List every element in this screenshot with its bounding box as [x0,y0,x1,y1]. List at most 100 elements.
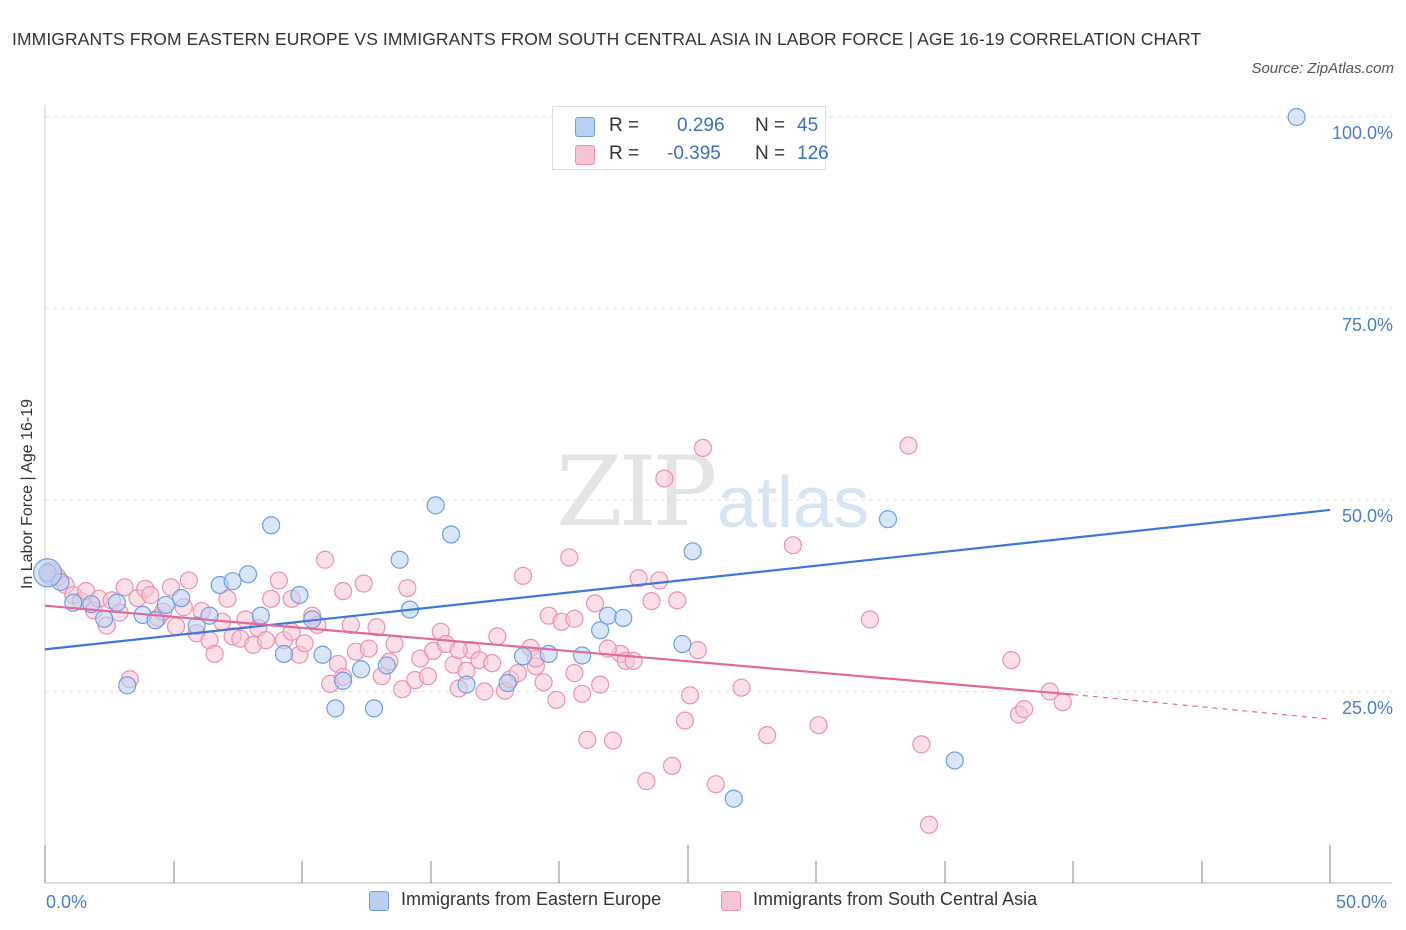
scatter-point [251,606,270,625]
scatter-point [591,675,610,694]
source-label: Source: ZipAtlas.com [1251,60,1394,77]
scatter-point [334,671,353,690]
scatter-point [688,641,707,660]
trend-line-eastern-europe [44,508,1331,651]
scatter-point [223,572,242,591]
scatter-point [706,775,725,794]
scatter-point [262,516,281,535]
scatter-point [107,593,127,612]
chart-title: IMMIGRANTS FROM EASTERN EUROPE VS IMMIGR… [12,29,1202,49]
scatter-point [475,682,494,701]
scatter-point [385,634,404,654]
legend-n-label: N = [755,143,786,164]
scatter-point [352,660,371,679]
scatter-point [367,618,386,637]
scatter-point [614,608,633,628]
scatter-point [205,644,224,664]
legend-r-label: R = [609,115,640,136]
scatter-point [758,726,777,745]
scatter-point [256,631,276,650]
legend-r-value: -0.395 [667,143,721,164]
scatter-point [449,641,468,660]
scatter-point [591,621,610,640]
legend-swatch-blue [369,891,389,911]
scatter-point [393,680,412,699]
scatter-point [629,569,648,588]
scatter-point [172,588,191,608]
legend-n-label: N = [755,115,786,136]
scatter-point [655,469,674,488]
scatter-point [650,571,669,590]
scatter-point [1053,693,1072,712]
scatter-point [290,585,309,605]
scatter-point [878,510,898,529]
legend-r-value: 0.296 [677,115,725,136]
scatter-point [675,711,695,730]
scatter-point [945,751,964,770]
scatter-point [912,735,931,754]
trend-line-south-central-asia [44,604,1074,696]
scatter-point [95,609,114,628]
gridlines [45,116,1392,692]
scatter-point [565,609,584,628]
trend-line-south-central-asia-extension [1072,693,1331,720]
scatter-point [238,565,258,584]
y-tick-label: 75.0% [1341,314,1393,335]
scatter-point [573,684,592,703]
scatter-point [668,591,687,610]
y-axis-label: In Labor Force | Age 16-19 [19,398,36,590]
scatter-point [642,592,661,611]
scatter-point [115,578,134,597]
series-name-south-central-asia: Immigrants from South Central Asia [753,889,1038,909]
scatter-point [488,627,507,646]
y-tick-label: 100.0% [1331,123,1393,143]
scatter-point [118,676,137,695]
legend-n-value: 126 [797,143,829,164]
scatter-point [598,639,617,658]
scatter-point [262,589,281,608]
scatter-point [390,550,409,569]
scatter-point [313,645,332,664]
scatter-point [899,436,918,455]
scatter-point [166,617,186,636]
scatter-point [724,789,743,808]
scatter-point [783,536,802,555]
scatter-point [141,585,160,605]
series-name-eastern-europe: Immigrants from Eastern Europe [401,889,662,909]
scatter-point [269,571,288,590]
scatter-point [1287,107,1306,127]
scatter-point [560,548,579,567]
scatter-point [673,634,692,654]
scatter-point [680,686,700,705]
scatter-point [578,730,597,749]
x-tick-label-min: 0.0% [46,892,88,912]
watermark-atlas: atlas [717,463,869,543]
scatter-point [218,589,237,608]
legend-swatch-pink [575,145,595,165]
scatter-point [364,699,384,718]
scatter-point [693,438,713,458]
scatter-point [398,578,417,598]
scatter-point [316,550,335,569]
scatter-point [919,815,939,834]
scatter-point [573,646,592,665]
scatter-point [187,616,206,635]
legend: R = 0.296 N = 45 R = -0.395 N = 126 [552,106,829,170]
scatter-point [295,634,314,653]
scatter-point [565,664,584,683]
scatter-point [534,673,553,692]
scatter-point [637,772,656,791]
scatter-point [513,566,533,585]
scatter-point [179,571,199,590]
scatter-point [418,667,438,686]
scatter-point [603,731,623,750]
scatter-point [809,716,828,735]
scatter-point [334,582,353,601]
scatter-point [354,574,373,593]
scatter-point [32,558,63,588]
scatter-point [860,610,880,629]
scatter-point [457,675,476,694]
scatter-point [326,699,345,718]
scatter-point [598,606,617,625]
